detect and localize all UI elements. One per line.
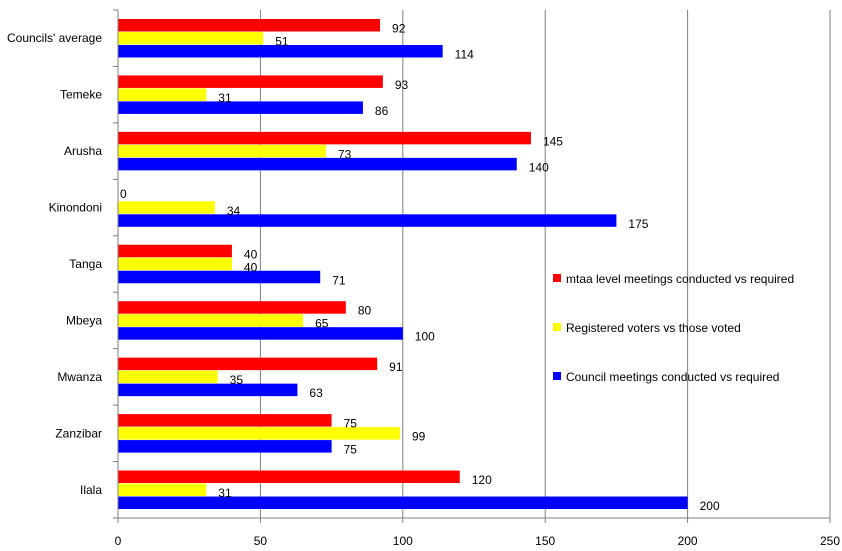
bar xyxy=(118,257,232,271)
data-label: 31 xyxy=(218,486,232,500)
bars xyxy=(118,18,688,510)
x-tick-label: 150 xyxy=(535,534,555,548)
bar xyxy=(118,31,264,45)
category-label: Kinondoni xyxy=(49,201,102,215)
data-label: 120 xyxy=(472,473,492,487)
category-label: Tanga xyxy=(69,257,102,271)
legend: mtaa level meetings conducted vs require… xyxy=(553,272,794,384)
x-axis-ticks: 0 50 100 150 200 250 xyxy=(115,518,840,548)
x-tick-label: 250 xyxy=(820,534,840,548)
data-label: 35 xyxy=(230,373,244,387)
data-label: 65 xyxy=(315,317,329,331)
data-label: 86 xyxy=(375,104,389,118)
data-label: 34 xyxy=(227,204,241,218)
legend-swatch xyxy=(553,372,561,380)
bar xyxy=(118,244,232,258)
bar xyxy=(118,157,517,171)
data-label: 40 xyxy=(244,247,258,261)
bar xyxy=(118,101,363,114)
bar xyxy=(118,131,531,145)
bar xyxy=(118,88,207,101)
category-label: Mbeya xyxy=(66,313,102,327)
data-label: 80 xyxy=(358,304,372,318)
category-label: Zanzibar xyxy=(55,426,102,440)
data-label: 31 xyxy=(218,91,232,105)
legend-entry: mtaa level meetings conducted vs require… xyxy=(566,272,794,286)
bar xyxy=(118,18,381,32)
axes xyxy=(113,9,830,519)
data-label: 40 xyxy=(244,260,258,274)
legend-swatch xyxy=(553,323,561,331)
x-tick-label: 100 xyxy=(393,534,413,548)
data-label: 71 xyxy=(332,273,346,287)
bar xyxy=(118,144,326,158)
bar xyxy=(118,314,304,327)
data-label: 93 xyxy=(395,78,409,92)
category-labels: Councils' average Temeke Arusha Kinondoni Ta… xyxy=(7,31,102,497)
data-label: 51 xyxy=(275,34,289,48)
x-tick-label: 50 xyxy=(254,534,268,548)
category-label: Mwanza xyxy=(57,370,102,384)
bar xyxy=(118,496,688,510)
data-label: 114 xyxy=(455,47,474,61)
legend-entry: Council meetings conducted vs required xyxy=(566,370,779,384)
data-label: 92 xyxy=(392,21,406,35)
data-label: 100 xyxy=(415,330,435,344)
data-label: 73 xyxy=(338,147,352,161)
bar xyxy=(118,327,403,340)
category-label: Temeke xyxy=(60,88,102,102)
bar xyxy=(118,75,383,88)
bar xyxy=(118,301,346,314)
data-label: 63 xyxy=(309,386,323,400)
bar xyxy=(118,357,378,371)
bar xyxy=(118,470,460,484)
bar xyxy=(118,440,332,453)
bar xyxy=(118,214,617,227)
data-label: 140 xyxy=(529,160,549,174)
bar xyxy=(118,270,321,284)
legend-entry: Registered voters vs those voted xyxy=(566,321,741,335)
bar xyxy=(118,201,215,214)
data-label: 75 xyxy=(344,443,358,457)
x-tick-label: 200 xyxy=(678,534,698,548)
bar xyxy=(118,383,298,397)
category-label: Arusha xyxy=(64,144,102,158)
data-label: 91 xyxy=(389,360,403,374)
data-label: 175 xyxy=(628,217,648,231)
bar xyxy=(118,44,443,58)
bar xyxy=(118,414,332,427)
data-label: 75 xyxy=(344,417,358,431)
data-label: 99 xyxy=(412,430,426,444)
bar xyxy=(118,427,400,440)
bar xyxy=(118,483,207,497)
legend-swatch xyxy=(553,274,561,282)
data-label: 145 xyxy=(543,134,563,148)
bar xyxy=(118,370,218,384)
x-tick-label: 0 xyxy=(115,534,122,548)
category-label: Ilala xyxy=(80,483,102,497)
data-label: 200 xyxy=(700,499,720,513)
category-label: Councils' average xyxy=(7,31,102,45)
data-label: 0 xyxy=(120,187,127,201)
